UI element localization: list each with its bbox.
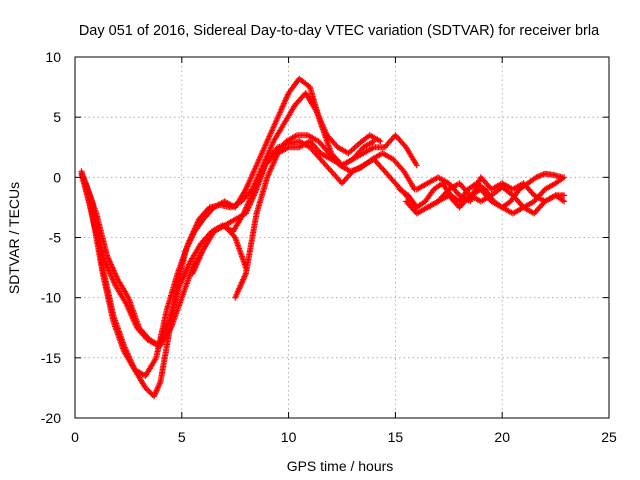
axis-ticks [74, 56, 610, 419]
x-tick-label: 10 [281, 429, 297, 445]
data-point-marker [559, 197, 566, 204]
y-tick-label: 5 [53, 109, 61, 125]
data-series [78, 75, 568, 400]
series-arc-10 [424, 174, 568, 217]
data-point-marker [377, 138, 384, 145]
chart-title: Day 051 of 2016, Sidereal Day-to-day VTE… [79, 23, 600, 39]
data-point-marker [559, 175, 566, 182]
x-tick-label: 25 [601, 429, 617, 445]
series-arc-6 [232, 132, 420, 301]
x-tick-label: 0 [71, 429, 79, 445]
y-tick-label: -5 [49, 230, 62, 246]
x-axis-label: GPS time / hours [287, 458, 394, 474]
series-arc-5 [189, 222, 249, 277]
data-point-marker [561, 174, 568, 181]
data-point-marker [561, 198, 568, 205]
y-tick-label: -20 [41, 410, 61, 426]
y-axis-tick-labels: -20 -15 -10 -5 0 5 10 [41, 49, 61, 426]
x-tick-label: 5 [178, 429, 186, 445]
y-tick-label: 0 [53, 169, 61, 185]
x-tick-label: 20 [494, 429, 510, 445]
x-tick-label: 15 [388, 429, 404, 445]
y-tick-label: 10 [45, 49, 61, 65]
grid-lines [75, 57, 609, 418]
y-tick-label: -10 [41, 290, 61, 306]
data-point-marker [413, 162, 420, 169]
x-axis-tick-labels: 0 5 10 15 20 25 [71, 429, 617, 445]
y-tick-label: -15 [41, 350, 61, 366]
y-axis-label: SDTVAR / TECUs [6, 182, 22, 294]
data-point-marker [561, 192, 568, 199]
